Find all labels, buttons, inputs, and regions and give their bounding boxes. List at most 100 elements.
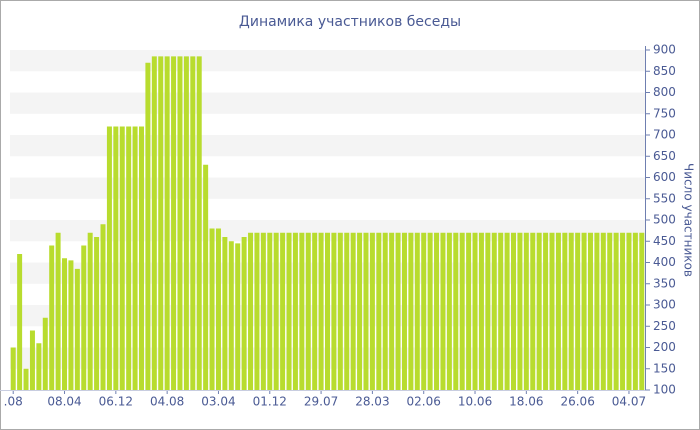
- chart-title: Динамика участников беседы: [239, 14, 461, 30]
- bar: [575, 232, 581, 390]
- bar: [511, 232, 517, 390]
- bar: [587, 232, 593, 390]
- bar: [414, 232, 420, 390]
- bar: [344, 232, 350, 390]
- bar: [42, 317, 48, 390]
- bar: [132, 126, 138, 390]
- bar: [126, 126, 132, 390]
- bar: [401, 232, 407, 390]
- bar: [241, 237, 247, 390]
- bar: [421, 232, 427, 390]
- bar: [357, 232, 363, 390]
- x-tick-label: 03.04: [201, 395, 235, 409]
- bar: [209, 228, 215, 390]
- y-tick-label: 650: [653, 149, 676, 163]
- bar: [632, 232, 638, 390]
- bar: [453, 232, 459, 390]
- y-tick-label: 250: [653, 319, 676, 333]
- bar: [485, 232, 491, 390]
- x-tick-label: 04.08: [150, 395, 184, 409]
- x-tick-label: 26.06: [560, 395, 594, 409]
- x-tick-label: .08: [4, 395, 23, 409]
- bar: [36, 343, 42, 390]
- bar: [171, 56, 177, 390]
- bar: [312, 232, 318, 390]
- bar: [248, 232, 254, 390]
- y-tick-label: 350: [653, 276, 676, 290]
- bar: [620, 232, 626, 390]
- bar: [607, 232, 613, 390]
- bar: [305, 232, 311, 390]
- bar: [594, 232, 600, 390]
- bar: [337, 232, 343, 390]
- bar: [376, 232, 382, 390]
- bar: [581, 232, 587, 390]
- bar: [299, 232, 305, 390]
- bar: [395, 232, 401, 390]
- bar: [254, 232, 260, 390]
- y-tick-label: 600: [653, 170, 676, 184]
- x-tick-label: 02.06: [407, 395, 441, 409]
- bar: [267, 232, 273, 390]
- bar: [331, 232, 337, 390]
- bar: [369, 232, 375, 390]
- bar: [203, 164, 209, 390]
- bar: [74, 268, 80, 390]
- bar: [491, 232, 497, 390]
- bar: [613, 232, 619, 390]
- bar: [466, 232, 472, 390]
- y-tick-label: 300: [653, 298, 676, 312]
- bar: [504, 232, 510, 390]
- bar: [29, 330, 35, 390]
- x-tick-label: 06.12: [99, 395, 133, 409]
- grid-band: [10, 92, 645, 114]
- bar: [562, 232, 568, 390]
- bar: [626, 232, 632, 390]
- bar: [145, 62, 151, 390]
- y-tick-label: 200: [653, 340, 676, 354]
- bar: [106, 126, 112, 390]
- bar: [427, 232, 433, 390]
- y-tick-label: 150: [653, 361, 676, 375]
- bar: [459, 232, 465, 390]
- bar: [389, 232, 395, 390]
- bar: [472, 232, 478, 390]
- bar: [235, 243, 241, 390]
- bar: [138, 126, 144, 390]
- bar: [158, 56, 164, 390]
- bar: [260, 232, 266, 390]
- bar: [600, 232, 606, 390]
- bar: [523, 232, 529, 390]
- bar: [434, 232, 440, 390]
- bar: [17, 254, 23, 390]
- grid-band: [10, 50, 645, 72]
- bar: [49, 245, 55, 390]
- y-tick-label: 550: [653, 191, 676, 205]
- bar: [62, 258, 68, 390]
- bar: [215, 228, 221, 390]
- bar: [55, 232, 61, 390]
- bar: [113, 126, 119, 390]
- bar: [318, 232, 324, 390]
- bar: [164, 56, 170, 390]
- bar: [280, 232, 286, 390]
- bar: [440, 232, 446, 390]
- bar: [23, 368, 29, 390]
- x-tick-label: 08.04: [47, 395, 81, 409]
- x-tick-label: 18.06: [509, 395, 543, 409]
- bar: [446, 232, 452, 390]
- bar: [408, 232, 414, 390]
- y-tick-label: 100: [653, 383, 676, 397]
- bar: [325, 232, 330, 390]
- bar: [543, 232, 549, 390]
- x-tick-label: 10.06: [458, 395, 492, 409]
- x-tick-label: 29.07: [304, 395, 338, 409]
- x-tick-label: 28.03: [355, 395, 389, 409]
- y-tick-label: 750: [653, 106, 676, 120]
- bar: [222, 237, 228, 390]
- x-tick-label: 04.07: [612, 395, 646, 409]
- bar: [382, 232, 388, 390]
- bar: [517, 232, 523, 390]
- bar: [100, 224, 106, 390]
